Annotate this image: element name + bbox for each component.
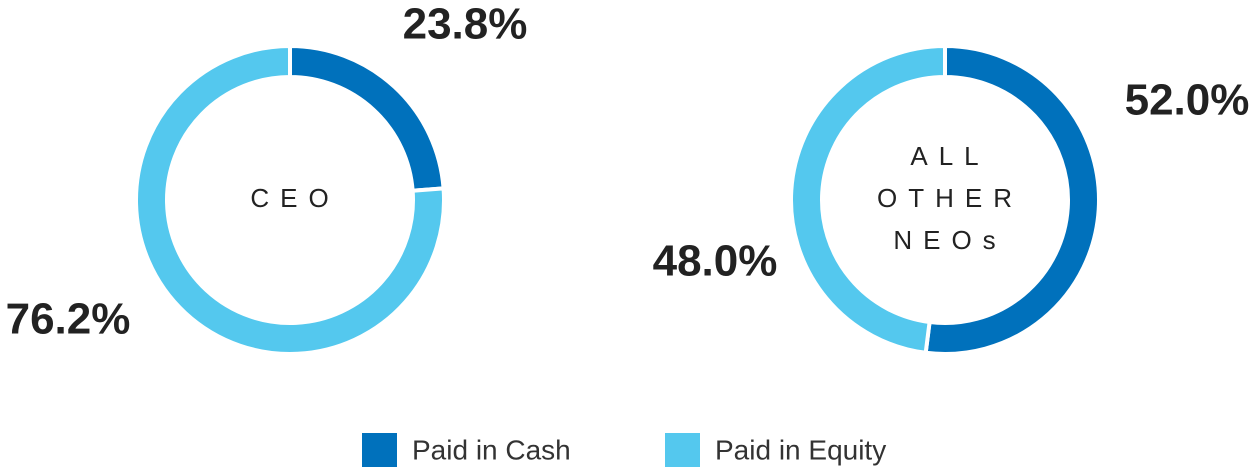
legend-label: Paid in Equity <box>715 434 886 465</box>
center-label: CEO <box>250 183 339 213</box>
donut-segment <box>134 43 446 356</box>
value-label: 52.0% <box>1125 76 1250 125</box>
legend-swatch <box>362 433 397 467</box>
donut-segment <box>789 43 947 356</box>
donut-segment <box>288 43 446 193</box>
donut-segment <box>923 43 1101 356</box>
value-label: 76.2% <box>6 295 131 344</box>
center-label-line: OTHER <box>877 183 1023 213</box>
center-label-line: CEO <box>250 183 339 213</box>
center-label: ALL OTHER NEOs <box>877 141 1023 255</box>
center-label-line: NEOs <box>893 225 1006 255</box>
legend-swatch <box>665 433 700 467</box>
center-label-line: ALL <box>910 141 989 171</box>
value-label: 23.8% <box>403 0 528 49</box>
legend-label: Paid in Cash <box>412 434 571 465</box>
value-label: 48.0% <box>653 237 778 286</box>
